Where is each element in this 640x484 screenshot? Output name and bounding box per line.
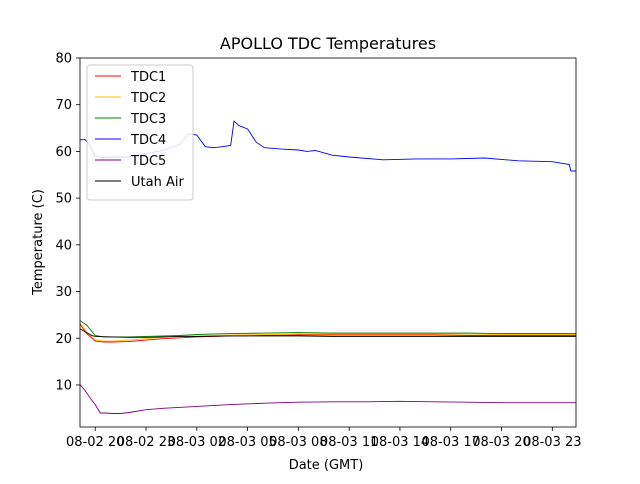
y-tick-label: 70	[55, 98, 72, 113]
y-tick-label: 40	[55, 238, 72, 253]
x-tick-label: 08-02 20	[66, 435, 124, 450]
y-axis-label: Temperature (C)	[31, 189, 46, 296]
chart-title: APOLLO TDC Temperatures	[220, 34, 436, 53]
x-axis-label: Date (GMT)	[289, 458, 364, 473]
x-tick-label: 08-03 11	[320, 435, 378, 450]
x-tick-label: 08-02 23	[117, 435, 175, 450]
y-tick-label: 60	[55, 145, 72, 160]
x-tick-label: 08-03 05	[218, 435, 276, 450]
legend-entry-tdc4: TDC4	[130, 133, 166, 148]
y-tick-label: 80	[55, 52, 72, 67]
x-tick-label: 08-03 17	[422, 435, 480, 450]
series-line-tdc5	[80, 384, 576, 414]
y-tick-label: 50	[55, 192, 72, 207]
y-tick-label: 10	[55, 378, 72, 393]
x-tick-label: 08-03 02	[168, 435, 226, 450]
y-tick-label: 30	[55, 285, 72, 300]
legend-entry-utah-air: Utah Air	[131, 175, 184, 190]
axes-frame	[79, 57, 577, 428]
legend-box	[86, 64, 194, 201]
legend-entry-tdc5: TDC5	[130, 154, 166, 169]
series-line-utah-air	[80, 328, 576, 338]
legend-entry-tdc1: TDC1	[130, 70, 166, 85]
x-tick-label: 08-03 08	[269, 435, 327, 450]
y-tick-label: 20	[55, 332, 72, 347]
legend-entry-tdc3: TDC3	[130, 112, 166, 127]
legend-entry-tdc2: TDC2	[130, 91, 166, 106]
x-tick-label: 08-03 23	[523, 435, 581, 450]
series-line-tdc2	[80, 322, 576, 342]
x-tick-label: 08-03 14	[371, 435, 429, 450]
x-tick-label: 08-03 20	[472, 435, 530, 450]
